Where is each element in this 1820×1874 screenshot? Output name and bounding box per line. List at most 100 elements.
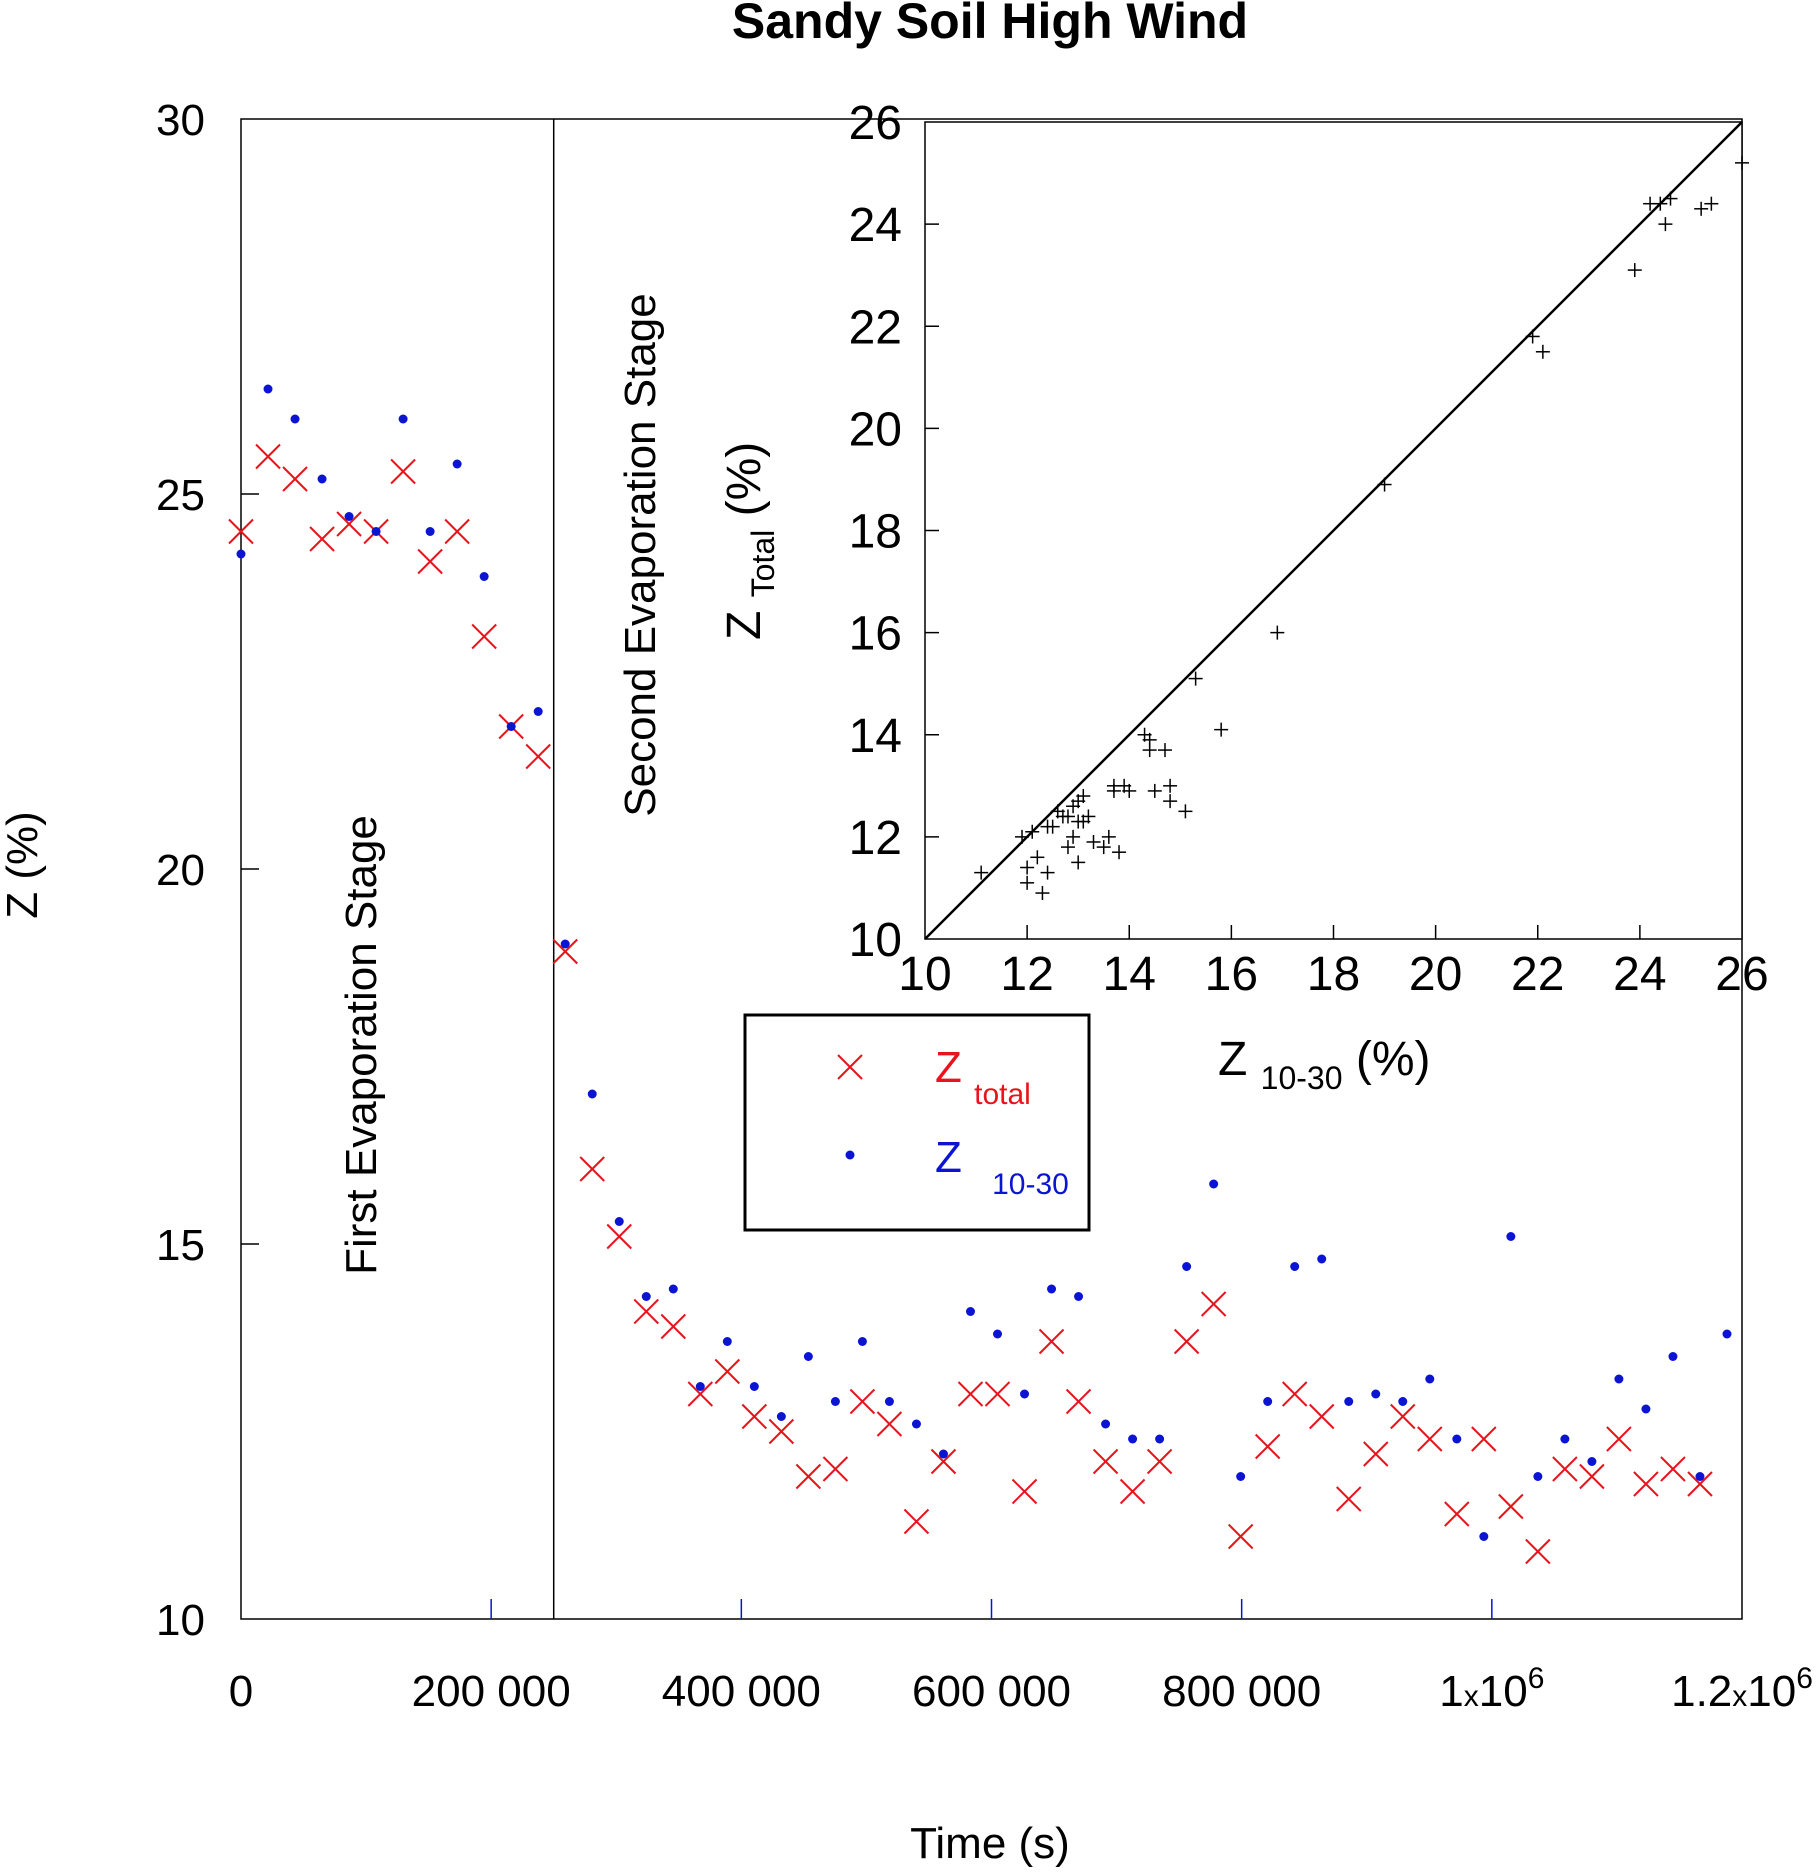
inset-point (1658, 217, 1673, 232)
z-10-30-point (560, 939, 570, 949)
z-total-point (282, 466, 308, 492)
inset-point (1163, 794, 1178, 809)
main-x-axis-title: Time (s) (910, 1819, 1070, 1868)
inset-point (1663, 191, 1678, 206)
z-10-30-point (830, 1397, 840, 1406)
inset-point (1704, 196, 1719, 211)
z-10-30-point (344, 512, 354, 521)
z-total-point (1606, 1426, 1632, 1452)
inset-x-axis-title-suffix: (%) (1356, 1033, 1431, 1086)
inset-point (1040, 865, 1055, 880)
z-10-30-point (1317, 1254, 1327, 1264)
inset-point (1525, 329, 1540, 344)
z-10-30-point (1344, 1397, 1354, 1406)
inset-point (1060, 840, 1075, 855)
z-total-point (444, 518, 470, 545)
inset-point (1025, 824, 1040, 839)
z-10-30-point (1155, 1434, 1165, 1444)
z-total-point (1038, 1328, 1065, 1355)
z-10-30-point (884, 1397, 894, 1406)
main-x-tick-label: 1.2x106 (1671, 1662, 1813, 1716)
inset-point (1030, 850, 1045, 865)
inset-y-tick-label: 10 (849, 914, 902, 967)
inset-x-tick-label: 16 (1205, 948, 1258, 1001)
z-10-30-point (938, 1449, 948, 1459)
z-total-point (579, 1156, 605, 1182)
z-total-point (1525, 1538, 1551, 1565)
inset-chart: 10 12 14 16 18 20 22 24 26 10 12 14 16 18 20 22 24 26 Z … (718, 97, 1769, 1096)
inset-point (1694, 201, 1709, 216)
z-total-point (228, 518, 254, 545)
z-total-point (795, 1463, 822, 1490)
z-total-point (849, 1388, 876, 1415)
z-10-30-point (1290, 1262, 1300, 1271)
z-10-30-point (1560, 1434, 1570, 1444)
main-y-tick-label: 30 (156, 96, 205, 145)
z-total-point (687, 1381, 714, 1407)
inset-y-tick-label: 14 (849, 710, 902, 763)
z-total-point (1065, 1388, 1092, 1415)
z-10-30-point (965, 1307, 975, 1316)
z-total-point (552, 938, 578, 965)
z-total-point (633, 1298, 659, 1325)
inset-y-tick-label: 12 (849, 812, 902, 865)
z-total-point (1579, 1463, 1605, 1490)
z-10-30-point (533, 707, 543, 716)
z-total-point (930, 1448, 957, 1475)
z-10-30-point (506, 722, 516, 731)
z-total-point (471, 623, 497, 650)
inset-x-tick-label: 26 (1715, 948, 1768, 1001)
inset-point (1157, 743, 1172, 758)
z-10-30-point (1641, 1404, 1651, 1414)
z-10-30-point (1020, 1389, 1030, 1399)
inset-y-tick-label: 26 (849, 97, 902, 150)
z-10-30-point (1668, 1352, 1678, 1361)
inset-point (1086, 834, 1101, 849)
z-total-point (1633, 1471, 1659, 1497)
inset-point (1653, 196, 1668, 211)
z-total-point (1363, 1441, 1389, 1467)
z-10-30-point (263, 384, 273, 394)
z-total-point (876, 1411, 903, 1437)
legend-marker-total (837, 1054, 863, 1080)
z-total-point (714, 1358, 741, 1385)
z-total-point (768, 1418, 795, 1445)
inset-point (1112, 845, 1127, 860)
inset-x-axis: 10 12 14 16 18 20 22 24 26 (898, 925, 1769, 1001)
inset-point (1188, 671, 1203, 686)
z-10-30-point (398, 414, 408, 424)
inset-y-tick-label: 20 (849, 403, 902, 456)
inset-y-tick-label: 16 (849, 608, 902, 661)
inset-point (1081, 809, 1096, 824)
inset-x-tick-label: 22 (1511, 948, 1564, 1001)
inset-y-axis-title-main: Z (718, 611, 771, 640)
z-total-point (1471, 1426, 1497, 1452)
inset-point (1096, 840, 1111, 855)
z-10-30-point (1425, 1374, 1435, 1384)
z-10-30-point (695, 1382, 705, 1391)
z-10-30-point (857, 1337, 867, 1346)
inset-x-tick-label: 14 (1103, 948, 1156, 1001)
main-x-tick-label: 400 000 (662, 1667, 821, 1716)
z-10-30-point (1614, 1374, 1624, 1384)
z-10-30-point (1182, 1262, 1192, 1271)
z-10-30-point (614, 1217, 624, 1226)
z-total-point (606, 1223, 632, 1250)
inset-point (1106, 783, 1121, 798)
inset-point (1045, 819, 1060, 834)
legend-box (743, 1013, 1091, 1232)
inset-y-axis-title: Z Total (%) (718, 442, 785, 640)
z-10-30-point (722, 1337, 732, 1346)
z-total-point (1281, 1381, 1308, 1407)
inset-x-tick-label: 12 (1000, 948, 1053, 1001)
legend-x-marker (837, 1054, 863, 1080)
inset-x-axis-title-sub: 10-30 (1261, 1060, 1343, 1096)
z-10-30-point (1587, 1457, 1597, 1466)
legend: Z total Z 10-30 (743, 1013, 1091, 1232)
inset-point (1535, 344, 1550, 359)
inset-point (1101, 829, 1116, 844)
inset-point (1035, 886, 1050, 901)
inset-y-axis-title-sub: Total (745, 530, 781, 598)
z-total-point (822, 1456, 849, 1482)
